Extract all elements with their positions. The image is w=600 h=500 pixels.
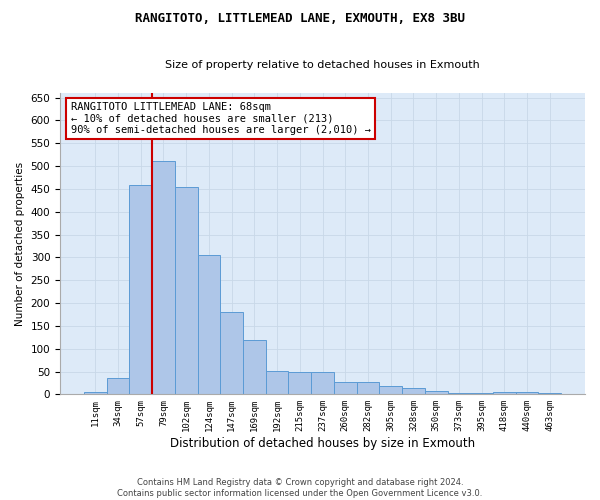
Bar [448,393,470,394]
Bar [84,392,107,394]
Bar [197,255,220,394]
Bar [470,393,493,394]
Text: RANGITOTO LITTLEMEAD LANE: 68sqm
← 10% of detached houses are smaller (213)
90% : RANGITOTO LITTLEMEAD LANE: 68sqm ← 10% o… [71,102,371,135]
Bar [266,370,289,394]
Text: RANGITOTO, LITTLEMEAD LANE, EXMOUTH, EX8 3BU: RANGITOTO, LITTLEMEAD LANE, EXMOUTH, EX8… [135,12,465,26]
Bar [356,382,379,394]
Y-axis label: Number of detached properties: Number of detached properties [15,162,25,326]
Bar [220,312,243,394]
Bar [425,390,448,394]
Title: Size of property relative to detached houses in Exmouth: Size of property relative to detached ho… [165,60,480,70]
Bar [538,393,561,394]
Bar [243,340,266,394]
X-axis label: Distribution of detached houses by size in Exmouth: Distribution of detached houses by size … [170,437,475,450]
Bar [402,388,425,394]
Bar [493,392,515,394]
Bar [379,386,402,394]
Bar [515,392,538,394]
Bar [130,185,152,394]
Bar [289,372,311,394]
Bar [311,372,334,394]
Bar [334,382,356,394]
Bar [152,160,175,394]
Bar [107,378,130,394]
Bar [175,186,197,394]
Text: Contains HM Land Registry data © Crown copyright and database right 2024.
Contai: Contains HM Land Registry data © Crown c… [118,478,482,498]
